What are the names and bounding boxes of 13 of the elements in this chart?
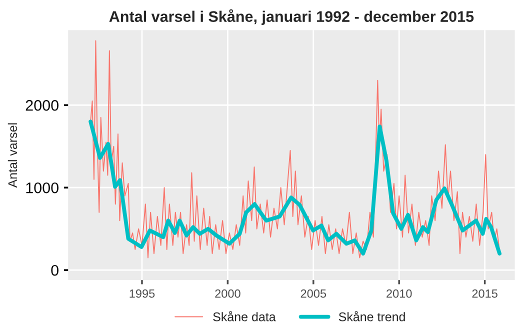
chart-title: Antal varsel i Skåne, januari 1992 - december 2015	[109, 9, 474, 25]
y-tick-label: 2000	[26, 100, 58, 111]
y-axis-title: Antal varsel	[8, 123, 18, 188]
legend-label: Skåne trend	[338, 311, 405, 322]
legend-label: Skåne data	[213, 311, 276, 322]
x-tick-label: 2005	[300, 289, 326, 298]
x-tick-label: 1995	[130, 289, 155, 298]
y-tick-label: 1000	[26, 182, 58, 194]
y-tick-label: 0	[51, 264, 58, 276]
x-tick-label: 2000	[215, 289, 240, 298]
line-series	[88, 120, 502, 256]
x-tick-label: 2015	[472, 289, 498, 298]
x-tick-label: 2010	[386, 289, 412, 298]
